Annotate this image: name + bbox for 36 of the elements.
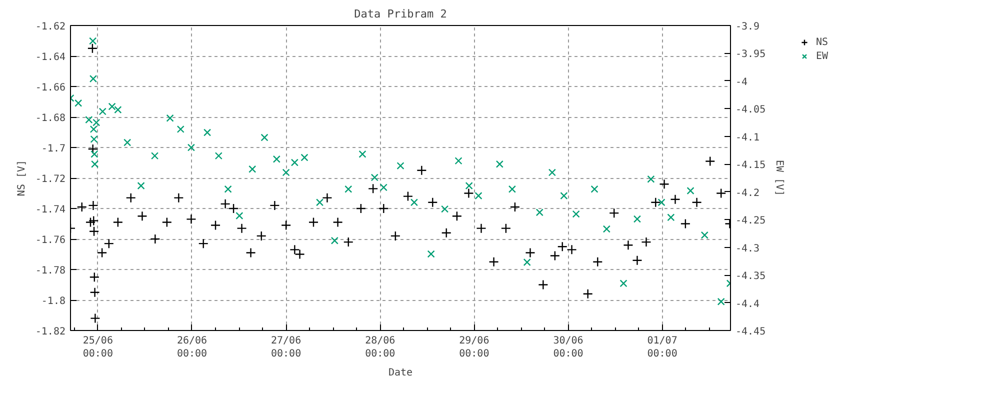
x-tick-label: 01/07 00:00: [647, 336, 678, 360]
y2-tick-label: -4.2: [736, 188, 760, 199]
y2-tick-label: -4.15: [736, 160, 766, 172]
y2-tick-label: -4.45: [736, 326, 766, 338]
x-tick-label: 26/06 00:00: [176, 336, 208, 360]
x-axis-title: Date: [388, 368, 413, 379]
y-tick-label: -1.68: [35, 113, 66, 124]
y2-tick-label: -4: [736, 76, 748, 88]
legend-label: EW: [816, 50, 830, 63]
x-tick-label: 30/06 00:00: [553, 336, 584, 360]
y2-axis-title: EW [V]: [774, 160, 785, 196]
y2-tick-label: -4.3: [736, 243, 760, 254]
y-tick-label: -1.62: [35, 22, 66, 32]
x-tick-label: 27/06 00:00: [271, 336, 302, 360]
y-tick-label: -1.7: [41, 144, 66, 154]
y2-tick-label: -4.1: [736, 132, 760, 144]
x-tick-label: 29/06 00:00: [459, 336, 490, 360]
y2-tick-label: -3.95: [736, 49, 766, 60]
y2-tick-label: -4.35: [736, 271, 766, 282]
y-tick-label: -1.76: [35, 235, 66, 246]
x-tick-label: 25/06 00:00: [82, 336, 113, 360]
y-tick-label: -1.66: [35, 82, 66, 94]
y-tick-label: -1.78: [35, 266, 66, 276]
legend-label: NS: [816, 36, 830, 49]
y-tick-label: -1.72: [35, 174, 66, 185]
y2-tick-label: -3.9: [736, 22, 760, 32]
chart-title: Data Pribram 2: [354, 8, 447, 20]
y2-tick-label: -4.4: [736, 298, 760, 310]
y-tick-label: -1.74: [35, 204, 66, 216]
y-tick-label: -1.64: [35, 52, 66, 63]
y-tick-label: -1.82: [35, 326, 66, 338]
y-tick-label: -1.8: [41, 296, 66, 307]
x-tick-label: 28/06 00:00: [365, 336, 396, 360]
y2-tick-label: -4.05: [736, 104, 766, 116]
y2-tick-label: -4.25: [736, 216, 766, 227]
y-axis-title: NS [V]: [16, 160, 28, 196]
